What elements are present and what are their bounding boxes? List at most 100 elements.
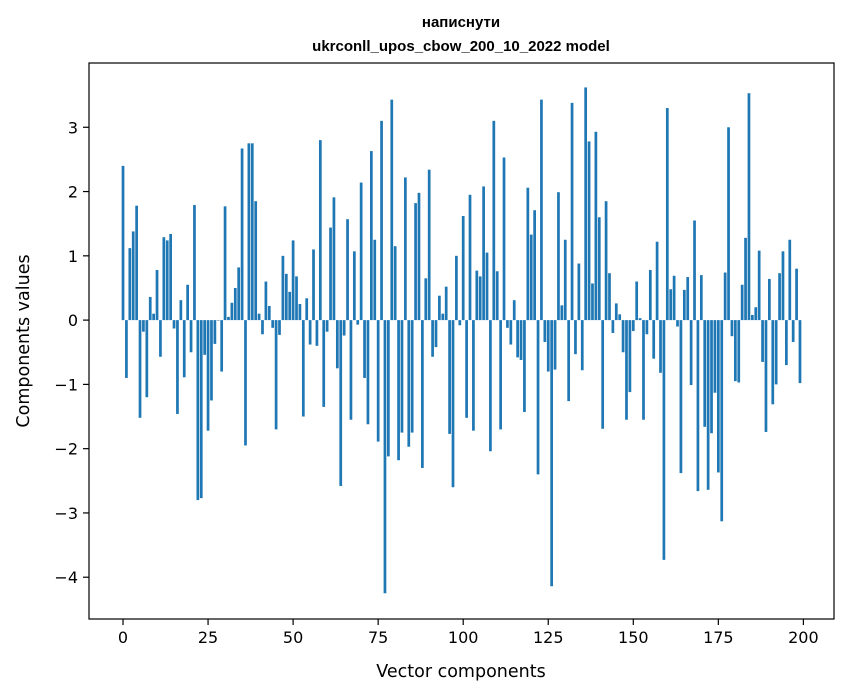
bar-95 [444,286,448,321]
y-axis-label: Components values [14,254,34,427]
bar-122 [536,320,540,475]
x-tick-label: 0 [118,628,128,647]
bar-23 [199,320,203,499]
bar-111 [499,320,502,430]
bar-84 [407,320,411,447]
bar-199 [798,320,802,384]
bar-46 [278,320,281,335]
bar-143 [608,273,611,321]
bar-57 [315,320,319,346]
y-tick-label: 0 [68,311,78,330]
bar-54 [305,298,309,321]
y-tick-label: 2 [68,183,78,202]
bar-6 [142,320,145,332]
bar-24 [203,320,207,355]
bar-106 [482,186,485,321]
bar-121 [533,210,536,321]
bar-147 [621,320,625,353]
bar-171 [703,320,707,427]
bar-32 [230,302,234,321]
bar-30 [223,206,227,321]
bar-78 [387,320,390,457]
bar-137 [587,141,591,321]
bar-136 [584,87,588,321]
bar-116 [516,320,519,358]
bar-186 [754,307,758,321]
bar-170 [699,275,703,321]
bar-160 [665,107,669,321]
bar-38 [250,143,254,321]
bar-151 [635,281,639,321]
bar-26 [210,320,213,401]
bar-20 [189,320,193,353]
bar-176 [720,320,724,522]
bar-169 [696,320,700,492]
bar-56 [312,249,315,321]
x-tick-label: 200 [788,628,819,647]
bar-139 [594,131,598,321]
bar-163 [676,320,679,327]
bar-173 [710,320,713,434]
bar-194 [781,251,785,321]
bar-174 [713,320,717,393]
x-tick-label: 125 [533,628,564,647]
bar-45 [274,320,278,430]
bar-65 [342,320,346,336]
bar-70 [359,182,363,321]
x-axis-label: Vector components [376,662,545,682]
y-tick-label: −2 [54,440,78,459]
bar-128 [557,192,560,321]
bar-185 [750,314,754,321]
bar-125 [546,320,550,372]
bar-181 [737,320,741,383]
bar-115 [512,300,516,321]
bar-72 [366,320,370,425]
bar-140 [597,217,601,321]
bar-120 [529,234,533,321]
bar-159 [662,320,666,560]
bar-27 [213,320,217,344]
bar-104 [475,270,479,321]
x-tick-label: 100 [448,628,479,647]
x-axis-ticks: 0 25 50 75 100 125 150 175 200 [118,619,819,647]
bar-94 [441,313,445,321]
bar-182 [740,284,744,321]
bar-13 [165,240,169,321]
y-tick-label: −1 [54,375,78,394]
bar-81 [397,320,400,461]
bar-28 [216,320,220,321]
bar-19 [186,284,190,321]
y-tick-label: −4 [54,568,78,587]
bar-61 [329,227,332,321]
bar-75 [376,320,380,442]
bar-190 [768,278,771,321]
bar-184 [747,93,751,321]
bar-130 [563,239,567,321]
bar-161 [669,289,673,321]
bar-44 [271,320,275,328]
bar-100 [461,215,465,321]
bar-50 [291,240,295,321]
bar-11 [159,320,162,357]
x-tick-label: 25 [198,628,218,647]
bar-4 [135,205,138,321]
bar-134 [577,263,581,321]
bar-96 [448,320,451,434]
bar-62 [332,197,336,321]
bar-172 [706,320,710,490]
bar-74 [373,239,377,321]
bar-2 [128,248,132,321]
bar-43 [267,305,271,321]
bar-41 [261,320,264,335]
bar-55 [308,320,312,345]
bar-93 [438,295,441,321]
bar-59 [322,320,326,407]
bar-141 [601,320,605,429]
bar-188 [761,320,764,362]
bar-109 [492,120,496,321]
bar-177 [723,272,727,321]
bar-92 [434,320,438,348]
bar-42 [264,281,268,321]
bar-145 [614,303,618,321]
